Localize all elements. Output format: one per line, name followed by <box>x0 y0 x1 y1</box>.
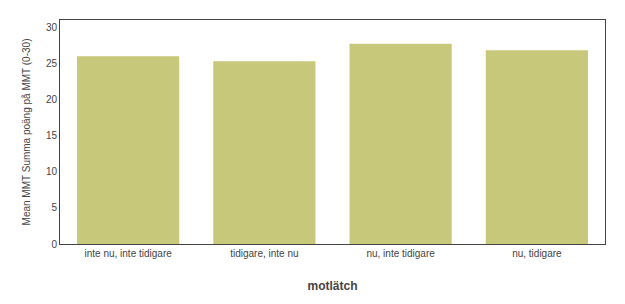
svg-text:15: 15 <box>46 130 58 141</box>
svg-text:10: 10 <box>46 166 58 177</box>
svg-text:motlätch: motlätch <box>307 279 357 293</box>
svg-text:tidigare, inte nu: tidigare, inte nu <box>230 248 298 259</box>
svg-text:inte nu, inte tidigare: inte nu, inte tidigare <box>84 248 172 259</box>
svg-text:5: 5 <box>51 202 57 213</box>
svg-text:25: 25 <box>46 58 58 69</box>
svg-text:nu, inte tidigare: nu, inte tidigare <box>366 248 435 259</box>
svg-text:30: 30 <box>46 22 58 33</box>
svg-text:0: 0 <box>51 239 57 250</box>
svg-text:Mean MMT Summa poäng på MMT (0: Mean MMT Summa poäng på MMT (0-30) <box>21 39 32 226</box>
svg-text:20: 20 <box>46 94 58 105</box>
svg-text:nu, tidigare: nu, tidigare <box>512 248 562 259</box>
